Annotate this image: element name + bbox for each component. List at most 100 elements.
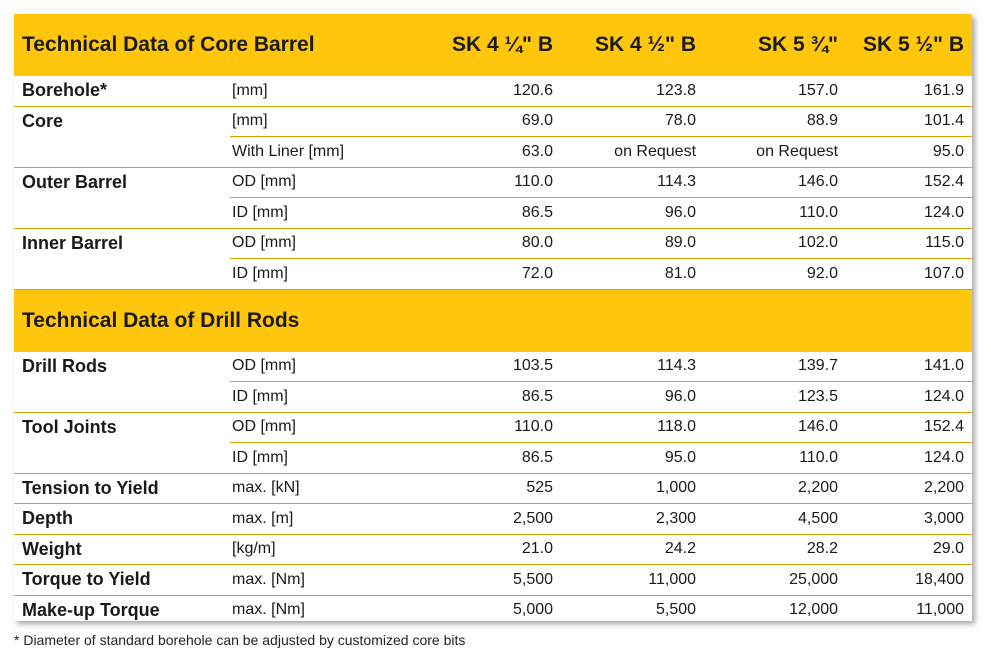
- table-cell: 28.2: [704, 534, 847, 565]
- row-label: [14, 197, 230, 229]
- table-cell: 123.8: [561, 76, 705, 107]
- table-row: ID [mm] 72.0 81.0 92.0 107.0: [14, 258, 973, 290]
- table-cell: 2,500: [410, 503, 562, 535]
- table-cell: 72.0: [410, 258, 562, 290]
- row-label: [14, 381, 230, 413]
- row-unit: OD [mm]: [230, 228, 411, 259]
- table-cell: 107.0: [846, 258, 973, 290]
- table-cell: 115.0: [846, 228, 973, 259]
- row-label: Tension to Yield: [14, 473, 230, 504]
- row-unit: [kg/m]: [230, 534, 411, 565]
- table-row: Tension to Yield max. [kN] 525 1,000 2,200 2,…: [14, 473, 973, 504]
- table-cell: 18,400: [846, 564, 973, 596]
- drill-rods-header-row: Technical Data of Drill Rods: [14, 289, 973, 352]
- table-cell: 2,200: [846, 473, 973, 504]
- table-cell: 95.0: [561, 442, 705, 474]
- row-label: [14, 442, 230, 474]
- table-cell: 81.0: [561, 258, 705, 290]
- table-row: Drill Rods OD [mm] 103.5 114.3 139.7 141.0: [14, 351, 973, 382]
- table-cell: 89.0: [561, 228, 705, 259]
- row-unit: ID [mm]: [230, 381, 411, 413]
- row-label: Borehole*: [14, 76, 230, 107]
- table-cell: 5,000: [512, 601, 554, 619]
- row-unit: OD [mm]: [230, 167, 411, 198]
- table-cell: 161.9: [846, 76, 973, 107]
- table-row: ID [mm] 86.5 95.0 110.0 124.0: [14, 442, 973, 474]
- table-row: Weight [kg/m] 21.0 24.2 28.2 29.0: [14, 534, 973, 565]
- table-cell: 80.0: [410, 228, 562, 259]
- row-label: [14, 136, 230, 168]
- table-cell: 103.5: [410, 351, 562, 382]
- table-cell: 114.3: [561, 351, 705, 382]
- table-cell: 123.5: [704, 381, 847, 413]
- table-row: ID [mm] 86.5 96.0 123.5 124.0: [14, 381, 973, 413]
- table-cell: 101.4: [846, 106, 973, 137]
- column-header-sk4-1-4: SK 4 ¼" B: [410, 14, 562, 76]
- table-cell: 92.0: [704, 258, 847, 290]
- column-header-sk5-1-2: SK 5 ½" B: [846, 14, 973, 76]
- row-unit: OD [mm]: [230, 412, 411, 443]
- row-unit: max. [Nm]: [232, 601, 305, 619]
- table-row: Torque to Yield max. [Nm] 5,500 11,000 25,00…: [14, 564, 973, 596]
- row-label: [14, 258, 230, 290]
- table-row: Borehole* [mm] 120.6 123.8 157.0 161.9: [14, 76, 973, 107]
- table-row: With Liner [mm] 63.0 on Request on Request 9…: [14, 136, 973, 168]
- table-cell: 141.0: [846, 351, 973, 382]
- table-cell: 110.0: [410, 412, 562, 443]
- table-cell: 95.0: [846, 136, 973, 168]
- table-cell: 4,500: [704, 503, 847, 535]
- table-cell: 96.0: [561, 197, 705, 229]
- table-cell: 152.4: [846, 167, 973, 198]
- table-row: ID [mm] 86.5 96.0 110.0 124.0: [14, 197, 973, 229]
- column-header-sk4-1-2: SK 4 ½" B: [561, 14, 705, 76]
- table-cell: 69.0: [410, 106, 562, 137]
- table-cell: 110.0: [704, 197, 847, 229]
- table-cell: 110.0: [410, 167, 562, 198]
- spec-table: Technical Data of Core Barrel SK 4 ¼" B …: [14, 14, 973, 625]
- table-cell: 86.5: [410, 381, 562, 413]
- row-unit: [mm]: [230, 76, 411, 107]
- table-cell: 86.5: [410, 442, 562, 474]
- table-row: Make-up Torque max. [Nm] 5,000 5,500 12,000 1…: [14, 595, 972, 625]
- table-cell: 124.0: [846, 381, 973, 413]
- table-cell: 5,500: [410, 564, 562, 596]
- row-unit: OD [mm]: [230, 351, 411, 382]
- table-cell: 525: [410, 473, 562, 504]
- table-cell: 86.5: [410, 197, 562, 229]
- table-row: Tool Joints OD [mm] 110.0 118.0 146.0 152.4: [14, 412, 973, 443]
- row-unit: ID [mm]: [230, 197, 411, 229]
- table-cell: 110.0: [704, 442, 847, 474]
- table-cell: 29.0: [846, 534, 973, 565]
- table-cell: 146.0: [704, 167, 847, 198]
- spec-table-frame: Technical Data of Core Barrel SK 4 ¼" B …: [14, 14, 973, 621]
- table-cell: 124.0: [846, 197, 973, 229]
- table-cell: 5,500: [655, 601, 697, 619]
- table-row: Outer Barrel OD [mm] 110.0 114.3 146.0 152.4: [14, 167, 973, 198]
- table-row: Depth max. [m] 2,500 2,300 4,500 3,000: [14, 503, 973, 535]
- row-unit: max. [kN]: [230, 473, 411, 504]
- table-cell: 11,000: [916, 601, 965, 619]
- row-label: Weight: [14, 534, 230, 565]
- row-label: Outer Barrel: [14, 167, 230, 198]
- table-cell: 146.0: [704, 412, 847, 443]
- drill-rods-section-title: Technical Data of Drill Rods: [14, 289, 973, 352]
- table-cell: 152.4: [846, 412, 973, 443]
- table-cell: on Request: [704, 136, 847, 168]
- table-cell: 2,200: [704, 473, 847, 504]
- table-cell: 78.0: [561, 106, 705, 137]
- table-cell: 11,000: [561, 564, 705, 596]
- row-label: Depth: [14, 503, 230, 535]
- table-row: Core [mm] 69.0 78.0 88.9 101.4: [14, 106, 973, 137]
- table-cell: 114.3: [561, 167, 705, 198]
- table-cell: 63.0: [410, 136, 562, 168]
- table-cell: 157.0: [704, 76, 847, 107]
- footnote: * Diameter of standard borehole can be a…: [14, 632, 466, 648]
- table-cell: 139.7: [704, 351, 847, 382]
- column-header-sk5-3-4: SK 5 ¾": [704, 14, 847, 76]
- table-cell: 118.0: [561, 412, 705, 443]
- row-label: Torque to Yield: [14, 564, 230, 596]
- table-cell: 1,000: [561, 473, 705, 504]
- table-cell: 88.9: [704, 106, 847, 137]
- row-label: Inner Barrel: [14, 228, 230, 259]
- table-cell: 2,300: [561, 503, 705, 535]
